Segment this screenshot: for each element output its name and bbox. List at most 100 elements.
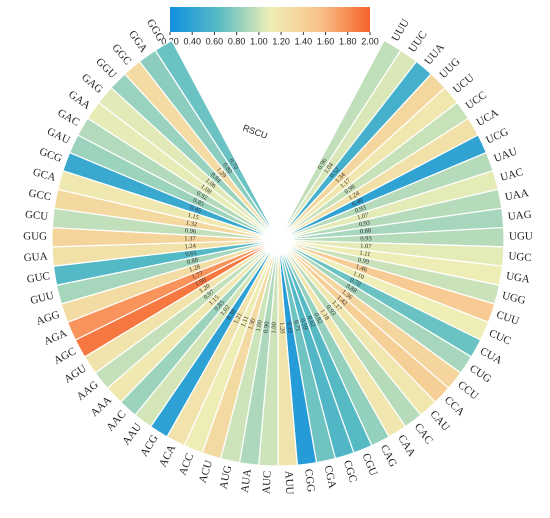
codon-label: AAA xyxy=(88,394,114,419)
value-label: 0.92 xyxy=(195,190,208,202)
codon-label: AAC xyxy=(104,408,128,433)
codon-label: CGA xyxy=(322,464,339,489)
colorbar-tick-label: 1.00 xyxy=(250,36,268,46)
colorbar-tick-label: 0.60 xyxy=(206,36,224,46)
codon-label: AGU xyxy=(62,362,89,385)
colorbar-tick-label: 1.80 xyxy=(339,36,357,46)
codon-label: GAA xyxy=(66,88,92,112)
colorbar-tick-label: 1.40 xyxy=(295,36,313,46)
value-label: 0.62 xyxy=(306,315,317,328)
value-label: 1.00 xyxy=(255,320,264,333)
value-label: 0.45 xyxy=(189,204,202,215)
value-label: 1.11 xyxy=(359,250,371,259)
value-label: 1.28 xyxy=(188,263,201,273)
codon-label: AAG xyxy=(75,379,101,403)
value-label: 0.71 xyxy=(292,320,301,333)
codon-label: ACA xyxy=(157,443,178,469)
codon-label: UGU xyxy=(509,230,533,242)
value-label: 0.70 xyxy=(349,276,362,288)
codon-label: GAC xyxy=(55,107,81,129)
codon-label: AUC xyxy=(261,471,274,495)
codon-label: CUG xyxy=(467,362,493,385)
codon-label: UUC xyxy=(406,29,429,55)
value-label: 1.18 xyxy=(319,308,331,321)
codon-label: CCA xyxy=(442,394,467,418)
value-label: 1.00 xyxy=(270,322,277,334)
colorbar-tick-label: 1.60 xyxy=(317,36,335,46)
value-label: 0.70 xyxy=(228,157,240,170)
value-label: 1.21 xyxy=(232,312,243,325)
codon-label: AUA xyxy=(239,468,254,493)
codon-label: CGG xyxy=(302,468,317,493)
value-label: 0.93 xyxy=(360,235,371,242)
value-label: 0.90 xyxy=(263,321,271,333)
value-label: 0.99 xyxy=(357,257,370,267)
codon-label: CCU xyxy=(455,379,480,403)
codon-label: GCU xyxy=(24,209,48,223)
codon-label: CUA xyxy=(478,345,504,367)
value-label: 1.46 xyxy=(355,263,369,274)
codon-label: UAC xyxy=(499,166,525,184)
value-label: 0.38 xyxy=(226,308,238,321)
codon-label: UAU xyxy=(492,145,519,165)
value-label: 0.85 xyxy=(192,197,205,208)
codon-label: CAG xyxy=(378,443,399,469)
colorbar-tick-label: 2.00 xyxy=(361,36,379,46)
codon-label: GCG xyxy=(38,146,64,165)
codon-label: AGC xyxy=(52,345,78,367)
codon-label: CGU xyxy=(360,452,380,478)
codon-label: GGA xyxy=(126,28,150,54)
codon-label: CUC xyxy=(487,327,513,347)
colorbar-tick-label: 0.40 xyxy=(183,36,201,46)
codon-label: ACG xyxy=(138,433,160,459)
codon-label: GAU xyxy=(45,126,72,147)
codon-label: UCU xyxy=(451,72,477,96)
codon-label: GAG xyxy=(79,71,105,96)
codon-label: AGA xyxy=(42,327,69,348)
value-label: 1.30 xyxy=(247,318,257,331)
codon-label: UCC xyxy=(463,89,488,112)
codon-label: UUA xyxy=(422,41,447,67)
value-label: 1.24 xyxy=(184,242,197,250)
codon-label: AGG xyxy=(35,309,61,328)
codon-label: ACC xyxy=(177,452,197,477)
value-label: 1.32 xyxy=(185,219,197,228)
codon-label: AUG xyxy=(218,464,235,490)
colorbar-tick-label: 1.20 xyxy=(272,36,290,46)
colorbar xyxy=(170,7,370,32)
value-label: 0.96 xyxy=(184,227,197,235)
codon-label: UCG xyxy=(484,126,510,147)
colorbar-tick-label: 0.80 xyxy=(228,36,246,46)
codon-label: GUU xyxy=(29,290,55,307)
codon-label: GGC xyxy=(109,42,133,67)
codon-label: GGU xyxy=(93,56,118,81)
codon-label: CUU xyxy=(495,309,521,328)
value-label: 0.88 xyxy=(186,257,199,267)
codon-label: GCA xyxy=(31,166,57,184)
codon-label: ACU xyxy=(197,459,215,485)
value-label: 0.33 xyxy=(285,321,293,333)
value-label: 1.07 xyxy=(360,243,373,251)
value-label: 0.88 xyxy=(360,227,372,235)
value-label: 1.77 xyxy=(191,270,205,281)
value-label: 1.90 xyxy=(194,276,207,288)
codon-label: CAC xyxy=(412,421,435,446)
codon-label: CGC xyxy=(341,459,359,484)
value-label: 0.59 xyxy=(299,318,309,331)
bar xyxy=(154,39,275,233)
codon-label: GUA xyxy=(23,250,48,264)
codon-label: UCA xyxy=(475,107,501,129)
codon-label: AAU xyxy=(120,421,144,447)
value-label: 0.61 xyxy=(185,250,197,259)
codon-label: UAA xyxy=(504,187,530,203)
value-label: 0.82 xyxy=(312,312,323,325)
codon-label: CAA xyxy=(395,433,417,459)
value-label: 0.93 xyxy=(354,204,367,215)
value-label: 1.10 xyxy=(352,270,365,281)
codon-label: UGC xyxy=(508,250,532,264)
codon-label: GCC xyxy=(28,187,52,203)
codon-label: AUU xyxy=(282,471,295,495)
codon-label: GUG xyxy=(23,230,47,242)
codon-label: UAG xyxy=(507,209,532,223)
